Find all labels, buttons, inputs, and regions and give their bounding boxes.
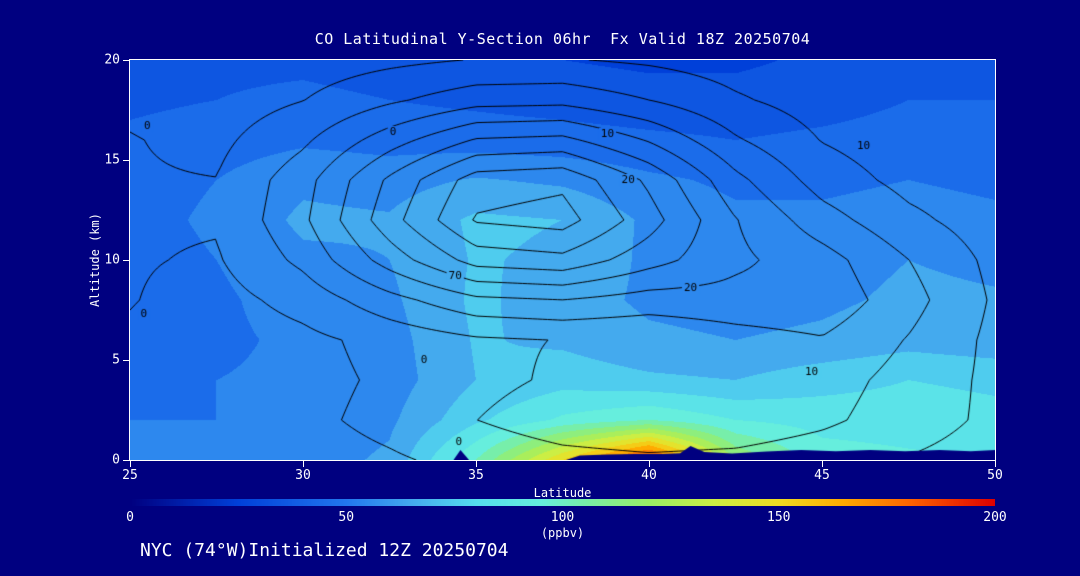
colorbar-tick-label: 150	[767, 510, 791, 525]
colorbar-tick-label: 0	[126, 510, 134, 525]
colorbar-canvas	[130, 499, 995, 506]
y-tick-label: 10	[104, 252, 120, 268]
run-annotation: NYC (74°W)Initialized 12Z 20250704	[140, 540, 509, 561]
x-tick-label: 40	[641, 468, 657, 483]
colorbar-unit-label: (ppbv)	[540, 526, 585, 540]
y-tick-mark	[123, 459, 129, 461]
colorbar-tick-label: 100	[550, 510, 575, 525]
y-tick-mark	[123, 159, 129, 161]
y-tick-label: 5	[112, 352, 120, 368]
x-tick-label: 35	[468, 468, 484, 483]
colorbar-tick-label: 50	[338, 510, 355, 525]
x-tick-label: 45	[814, 468, 830, 483]
x-tick-label: 30	[295, 468, 311, 483]
y-tick-label: 15	[104, 152, 120, 168]
x-tick-mark	[302, 461, 304, 467]
y-tick-label: 20	[104, 52, 120, 68]
x-tick-mark	[994, 461, 996, 467]
x-tick-mark	[648, 461, 650, 467]
x-tick-label: 50	[987, 468, 1003, 483]
x-tick-label: 25	[122, 468, 138, 483]
y-tick-label: 0	[112, 452, 120, 468]
y-tick-mark	[123, 359, 129, 361]
x-axis-label: Latitude	[533, 486, 592, 500]
y-tick-mark	[123, 59, 129, 61]
colorbar-tick-label: 200	[983, 510, 1007, 525]
heatmap-canvas	[129, 59, 996, 461]
x-tick-mark	[821, 461, 823, 467]
chart-title: CO Latitudinal Y-Section 06hr Fx Valid 1…	[314, 30, 811, 48]
x-tick-mark	[475, 461, 477, 467]
y-tick-mark	[123, 259, 129, 261]
x-tick-mark	[129, 461, 131, 467]
y-axis-label: Altitude (km)	[88, 213, 102, 307]
